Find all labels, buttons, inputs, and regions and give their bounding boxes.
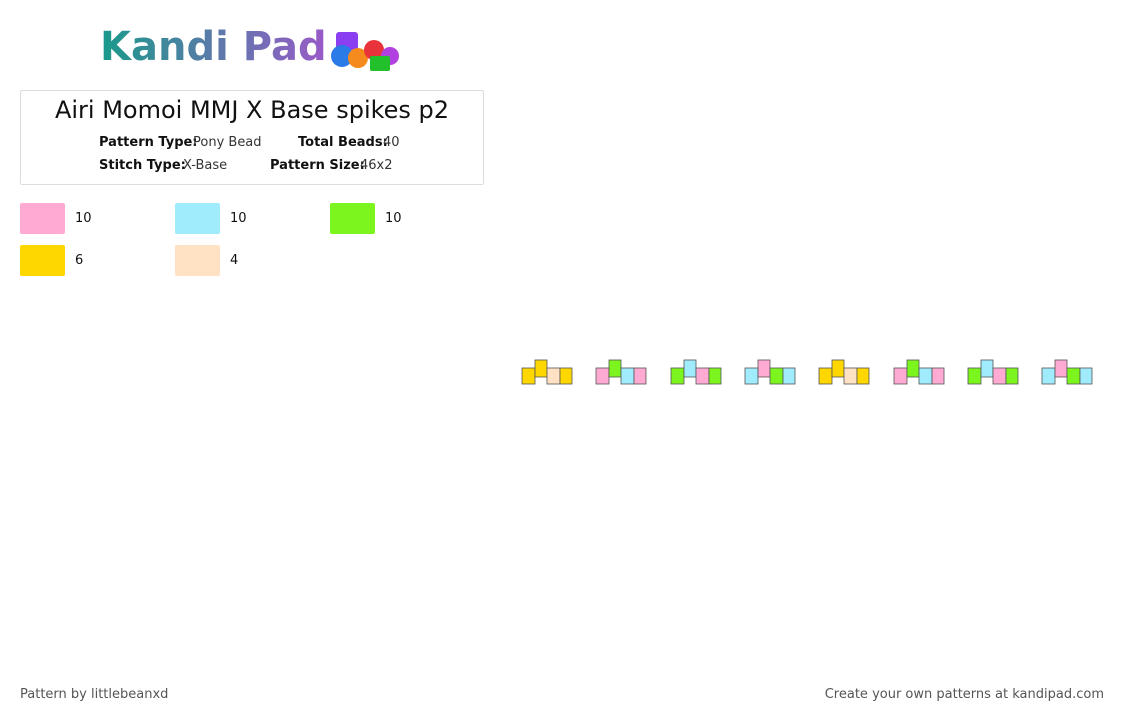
- logo[interactable]: Kandi Pad: [100, 24, 327, 70]
- logo-beads: [331, 32, 399, 71]
- info-label: Pattern Size:: [270, 158, 365, 173]
- info-label: Pattern Type:: [99, 135, 198, 150]
- footer-credit: Pattern by littlebeanxd: [20, 687, 169, 702]
- info-box: [20, 90, 484, 185]
- info-value: Pony Bead: [193, 135, 262, 150]
- info-value: 40: [383, 135, 400, 150]
- color-count: 4: [230, 253, 239, 268]
- color-swatch: [20, 245, 65, 276]
- footer-link[interactable]: Create your own patterns at kandipad.com: [824, 687, 1104, 702]
- info-value: 46x2: [360, 158, 393, 173]
- bead-pattern: [521, 359, 1093, 385]
- pattern-title: Airi Momoi MMJ X Base spikes p2: [54, 96, 450, 124]
- color-count: 10: [230, 211, 247, 226]
- color-count: 6: [75, 253, 84, 268]
- color-swatch: [330, 203, 375, 234]
- info-value: X-Base: [183, 158, 228, 173]
- color-swatch: [20, 203, 65, 234]
- color-swatch: [175, 203, 220, 234]
- info-label: Total Beads:: [298, 135, 388, 150]
- info-label: Stitch Type:: [99, 158, 186, 173]
- color-swatch: [175, 245, 220, 276]
- color-count: 10: [385, 211, 402, 226]
- color-count: 10: [75, 211, 92, 226]
